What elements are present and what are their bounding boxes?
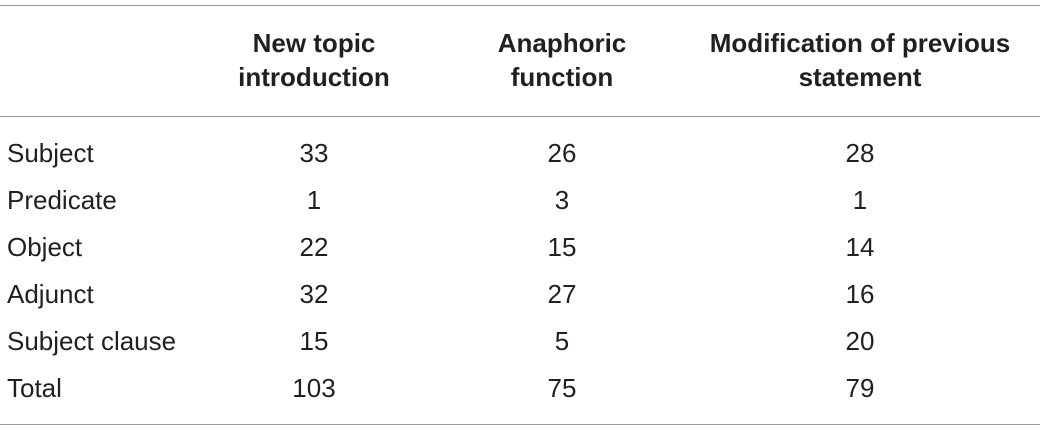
table-cell: 1 (306, 185, 322, 215)
top-rule (0, 5, 1040, 6)
row-label: Subject clause (7, 326, 177, 356)
column-header: New topic introduction (238, 28, 390, 92)
row-label: Subject (7, 138, 94, 168)
table-cell: 1 (852, 185, 868, 215)
table-cell: 33 (299, 138, 329, 168)
row-label: Object (7, 232, 83, 262)
table-cell: 3 (554, 185, 570, 215)
table-cell: 14 (845, 232, 875, 262)
bottom-rule (0, 424, 1040, 425)
table-cell: 75 (547, 373, 577, 403)
column-header: Modification of previous statement (709, 28, 1011, 92)
table-cell: 27 (547, 279, 577, 309)
table-cell: 26 (547, 138, 577, 168)
table-cell: 5 (554, 326, 570, 356)
table-cell: 20 (845, 326, 875, 356)
table-cell: 16 (845, 279, 875, 309)
table-cell: 22 (299, 232, 329, 262)
row-label: Total (7, 373, 62, 403)
header-rule (0, 116, 1040, 117)
table-cell: 15 (547, 232, 577, 262)
column-header: Anaphoric function (497, 28, 627, 92)
table-cell: 32 (299, 279, 329, 309)
table-cell: 103 (292, 373, 336, 403)
table-cell: 15 (299, 326, 329, 356)
table-cell: 79 (845, 373, 875, 403)
row-label: Predicate (7, 185, 117, 215)
table-cell: 28 (845, 138, 875, 168)
row-label: Adjunct (7, 279, 94, 309)
